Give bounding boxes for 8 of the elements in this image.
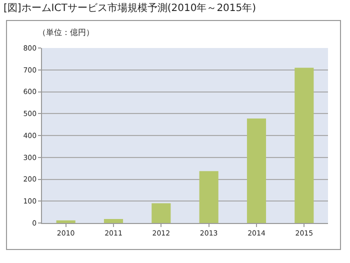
bar [246, 118, 266, 223]
bar [104, 219, 124, 223]
y-axis-title: （単位：億円） [38, 28, 94, 37]
bar [294, 68, 314, 223]
chart-title: [図]ホームICTサービス市場規模予測(2010年～2015年) [4, 2, 256, 14]
bar [199, 171, 218, 223]
bar [56, 220, 76, 223]
bar [152, 203, 171, 223]
